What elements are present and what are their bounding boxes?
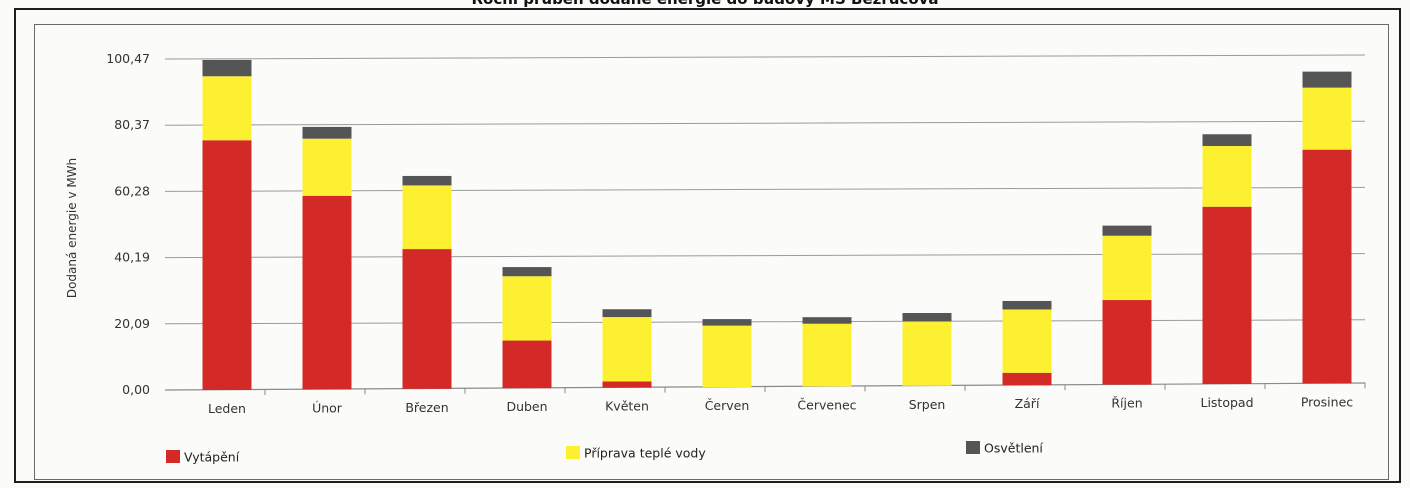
x-tick-label: Srpen — [909, 397, 946, 412]
bar-segment — [502, 267, 552, 277]
gridline — [164, 186, 1366, 192]
bar-segment — [902, 321, 952, 386]
bar-segment — [402, 185, 452, 250]
bar-segment — [302, 195, 352, 390]
gridline — [164, 120, 1366, 126]
x-tick-label: Prosinec — [1301, 394, 1353, 409]
chart-title: Roční průběh dodané energie do budovy MŠ… — [0, 0, 1410, 8]
y-tick-label: 20,09 — [114, 316, 150, 331]
x-tick-label: Říjen — [1111, 396, 1142, 411]
x-tick-label: Květen — [605, 399, 649, 414]
bar-segment — [602, 381, 652, 388]
y-tick-label: 100,47 — [106, 51, 150, 66]
y-tick-label: 40,19 — [114, 250, 150, 265]
bar-segment — [1002, 300, 1052, 310]
bar-segment — [902, 312, 952, 322]
gridline — [164, 319, 1366, 325]
x-tick-label: Duben — [506, 399, 547, 414]
bar-segment — [702, 325, 752, 387]
y-tick-label: 0,00 — [122, 382, 150, 397]
gridline — [164, 253, 1366, 259]
bar-segment — [1302, 71, 1352, 88]
bar-segment — [802, 317, 852, 324]
x-tick-label: Listopad — [1200, 395, 1253, 410]
bar-segment — [1102, 225, 1152, 236]
bar-segment — [202, 76, 252, 141]
bar-segment — [1202, 206, 1252, 384]
bar-segment — [402, 175, 452, 186]
bar-segment — [502, 340, 552, 389]
legend-swatch — [966, 441, 980, 454]
bar-segment — [1002, 372, 1052, 386]
bar-segment — [1302, 149, 1352, 384]
bar-segment — [302, 138, 352, 196]
outer-frame — [14, 8, 1401, 483]
bar-segment — [1202, 146, 1252, 207]
bar-segment — [202, 140, 252, 390]
x-tick-label: Červenec — [797, 397, 856, 412]
legend-swatch — [166, 450, 180, 463]
legend-label: Vytápění — [184, 450, 240, 465]
x-tick-label: Únor — [312, 400, 343, 415]
legend-label: Příprava teplé vody — [584, 446, 706, 461]
chart-frame — [34, 24, 1389, 480]
legend-label: Osvětlení — [984, 441, 1043, 456]
y-tick-label: 60,28 — [114, 183, 150, 198]
x-tick-label: Září — [1015, 396, 1040, 411]
bar-segment — [202, 59, 252, 77]
x-tick-label: Červen — [705, 398, 750, 413]
bar-segment — [702, 319, 752, 326]
bar-segment — [602, 309, 652, 318]
bar-segment — [602, 317, 652, 382]
bar-segment — [1002, 309, 1052, 373]
bar-segment — [1102, 300, 1152, 385]
bar-segment — [402, 249, 452, 389]
legend-swatch — [566, 446, 580, 459]
x-tick-label: Leden — [208, 401, 246, 416]
gridline — [164, 54, 1366, 60]
bar-segment — [502, 276, 552, 341]
y-tick-label: 80,37 — [114, 117, 150, 132]
y-axis-label: Dodaná energie v MWh — [65, 158, 79, 298]
bar-segment — [802, 323, 852, 387]
bar-segment — [302, 126, 352, 139]
x-tick-label: Březen — [405, 400, 448, 415]
bar-segment — [1302, 87, 1352, 150]
bar-segment — [1102, 235, 1152, 301]
bar-segment — [1202, 134, 1252, 147]
